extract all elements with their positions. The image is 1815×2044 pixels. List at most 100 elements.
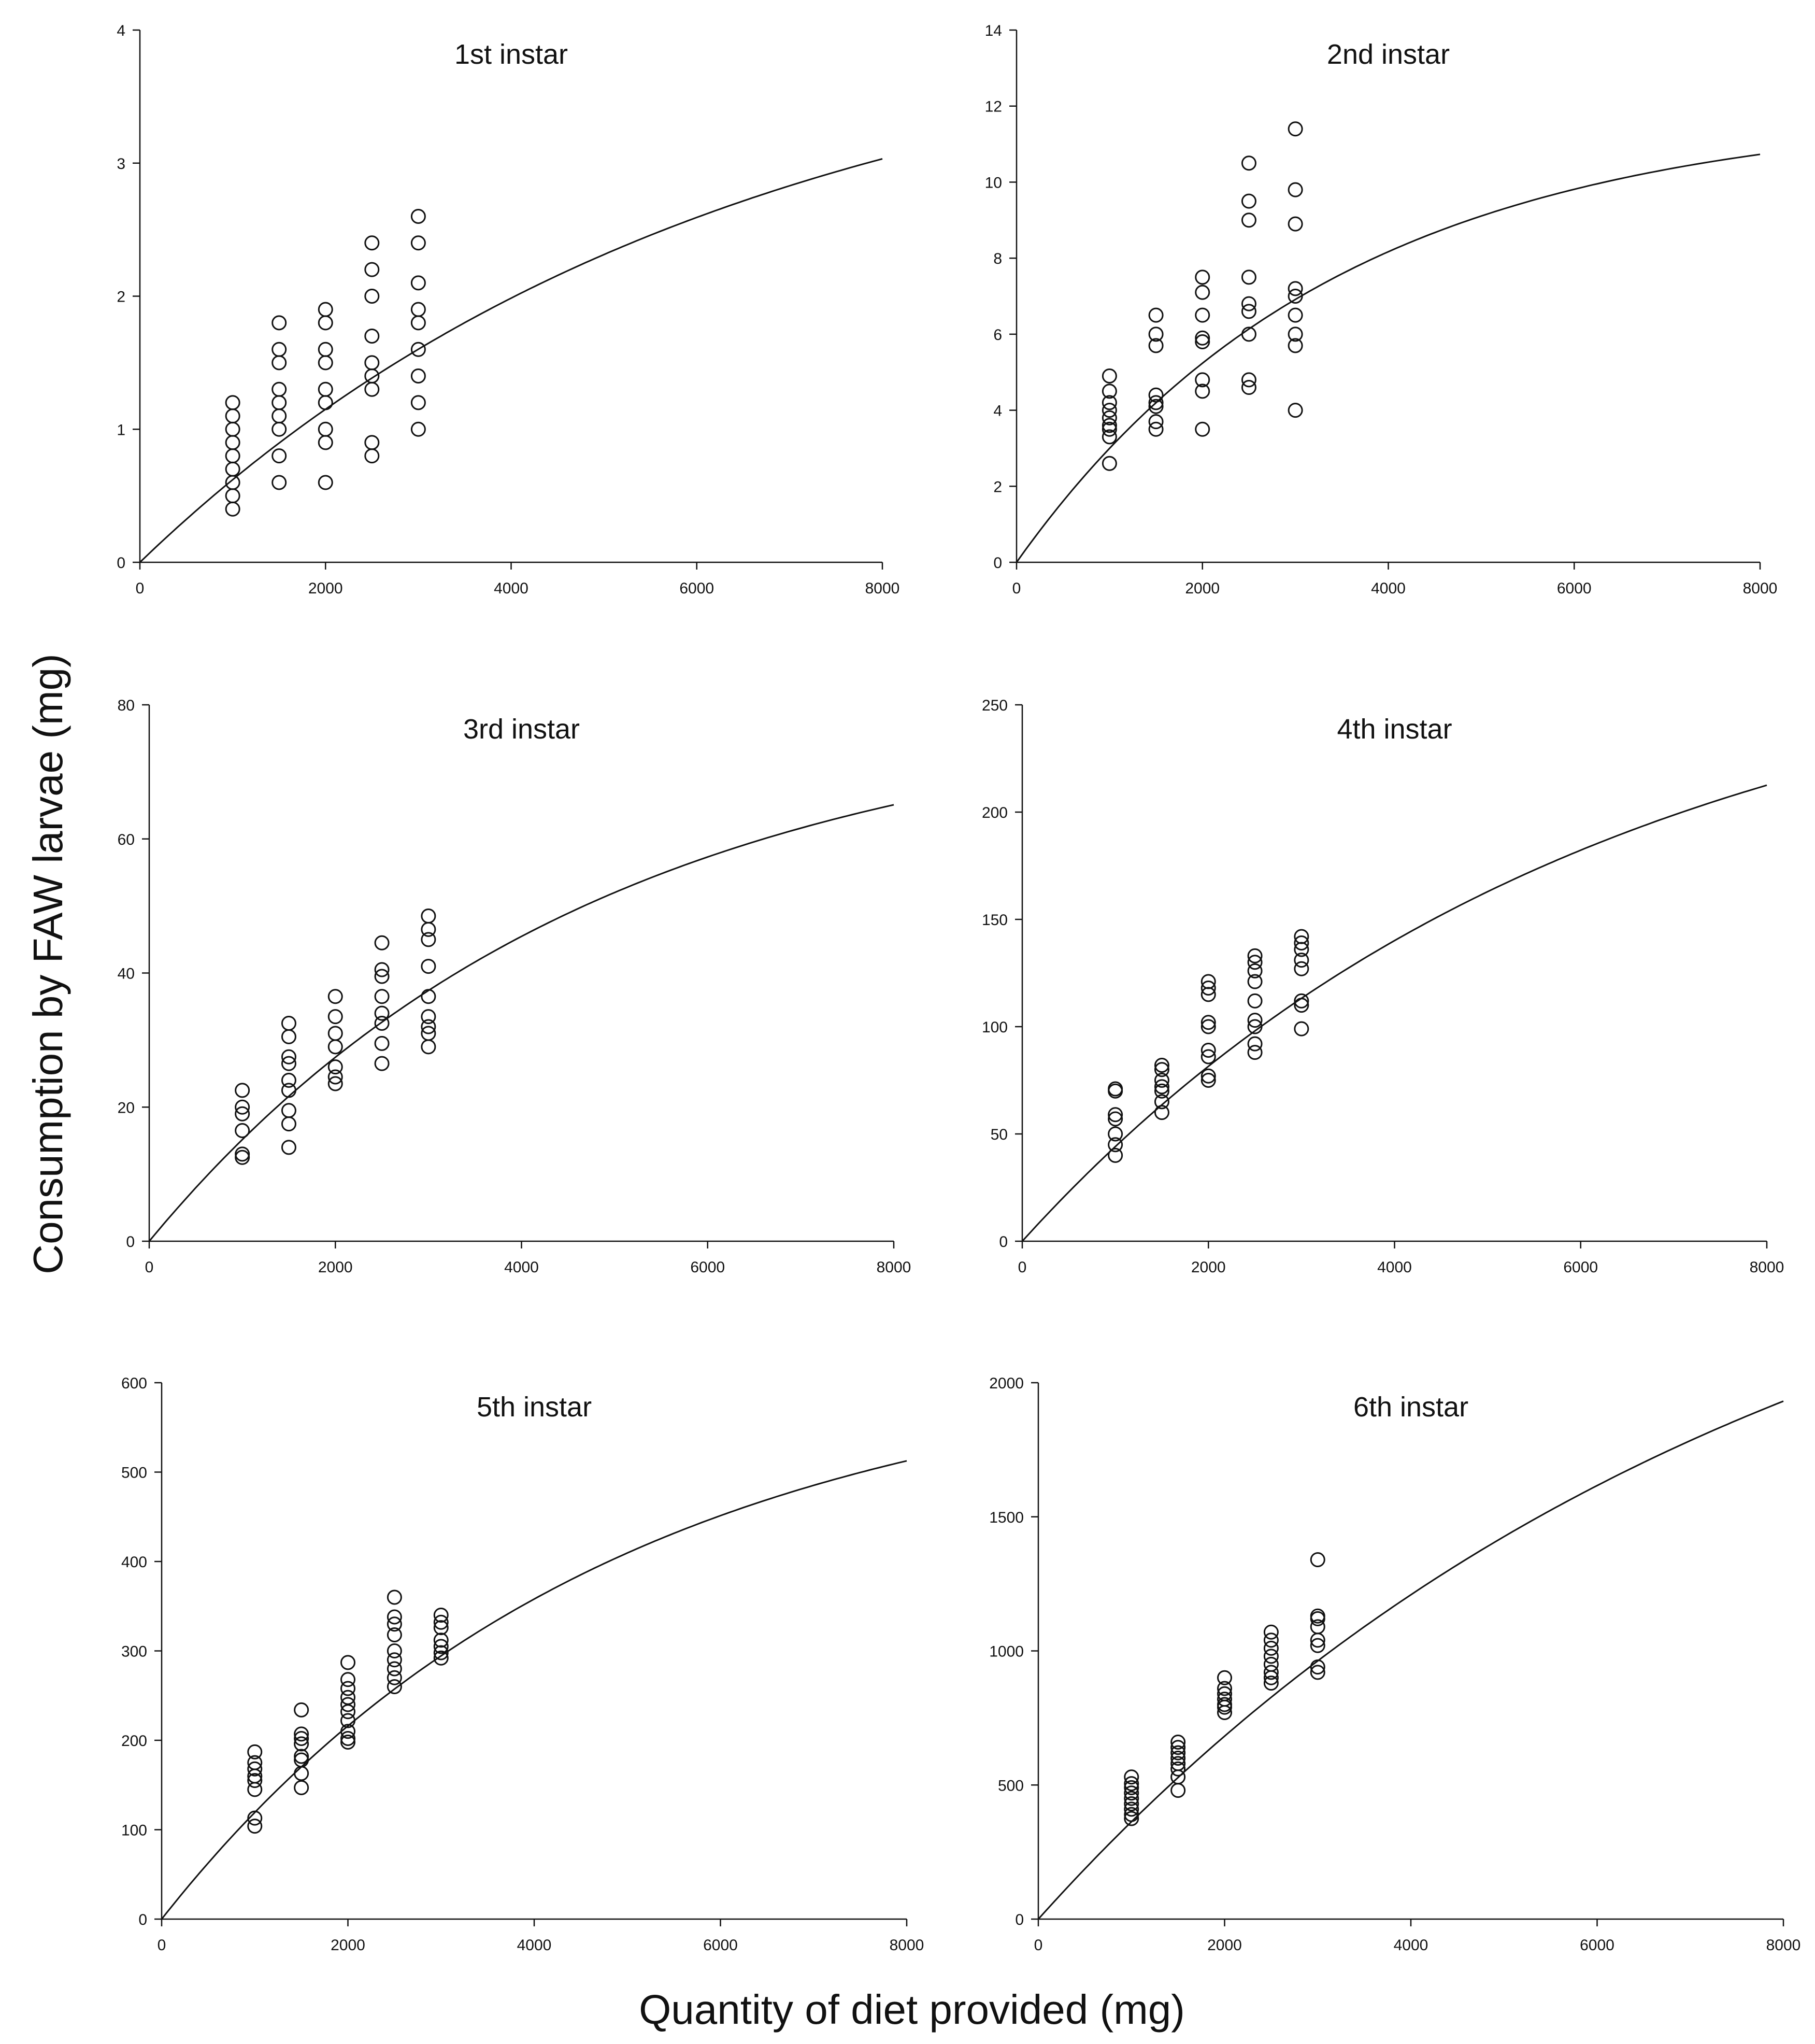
data-point bbox=[340, 1655, 355, 1670]
data-point bbox=[281, 1140, 296, 1155]
data-point bbox=[247, 1819, 263, 1834]
data-point bbox=[387, 1670, 402, 1685]
y-tick-label: 0 bbox=[993, 555, 1002, 572]
data-point bbox=[421, 989, 436, 1004]
y-tick-label: 1 bbox=[117, 421, 125, 438]
data-point bbox=[235, 1123, 250, 1139]
data-point bbox=[1247, 1013, 1263, 1028]
x-tick-label: 8000 bbox=[877, 1259, 911, 1276]
x-tick-label: 2000 bbox=[1185, 580, 1220, 597]
data-point bbox=[1102, 418, 1117, 433]
data-point bbox=[1201, 1049, 1216, 1064]
data-point bbox=[1263, 1656, 1279, 1672]
data-point bbox=[1154, 1083, 1169, 1099]
data-point bbox=[1247, 1036, 1263, 1052]
data-point bbox=[318, 421, 333, 437]
y-tick-label: 100 bbox=[121, 1822, 147, 1839]
data-point bbox=[1148, 395, 1164, 410]
data-point bbox=[410, 235, 426, 251]
data-point bbox=[364, 448, 380, 464]
data-point bbox=[1195, 372, 1210, 388]
data-point bbox=[318, 315, 333, 331]
data-point bbox=[247, 1810, 263, 1826]
y-tick-label: 0 bbox=[126, 1233, 135, 1251]
data-point bbox=[1102, 421, 1117, 437]
data-point bbox=[1247, 963, 1263, 978]
data-point bbox=[433, 1633, 449, 1648]
data-point bbox=[1288, 327, 1303, 342]
data-point bbox=[1108, 1107, 1123, 1123]
data-point bbox=[1217, 1681, 1232, 1696]
y-tick-label: 400 bbox=[121, 1554, 147, 1571]
data-point bbox=[271, 315, 287, 331]
y-tick-label: 500 bbox=[121, 1465, 147, 1482]
x-tick-label: 8000 bbox=[1743, 580, 1778, 597]
panel-title: 5th instar bbox=[477, 1392, 592, 1423]
y-tick-label: 60 bbox=[118, 831, 135, 848]
data-point bbox=[1263, 1649, 1279, 1664]
data-point bbox=[281, 1083, 296, 1098]
x-axis-title: Quantity of diet provided (mg) bbox=[639, 1986, 1185, 2033]
x-tick-label: 8000 bbox=[1750, 1259, 1784, 1276]
y-tick-label: 50 bbox=[991, 1126, 1008, 1143]
data-point bbox=[387, 1609, 402, 1625]
x-tick-label: 0 bbox=[1018, 1259, 1027, 1276]
data-point bbox=[1148, 338, 1164, 353]
data-point bbox=[1124, 1811, 1139, 1826]
data-point bbox=[235, 1146, 250, 1162]
data-point bbox=[1288, 121, 1303, 137]
y-tick-label: 8 bbox=[993, 250, 1002, 267]
data-point bbox=[374, 989, 390, 1004]
data-point bbox=[225, 488, 240, 504]
data-point bbox=[1108, 1111, 1123, 1127]
y-tick-label: 14 bbox=[985, 22, 1002, 39]
data-point bbox=[410, 208, 426, 224]
data-point bbox=[235, 1083, 250, 1098]
data-point bbox=[1148, 421, 1164, 437]
data-point bbox=[340, 1697, 355, 1712]
data-point bbox=[1201, 980, 1216, 996]
data-point bbox=[1201, 1015, 1216, 1030]
data-point bbox=[225, 461, 240, 477]
data-point bbox=[294, 1726, 309, 1742]
data-point bbox=[1241, 327, 1256, 342]
data-point bbox=[235, 1099, 250, 1115]
data-point bbox=[1310, 1552, 1325, 1568]
panel-title: 6th instar bbox=[1353, 1392, 1468, 1423]
data-point bbox=[374, 969, 390, 984]
x-tick-label: 8000 bbox=[865, 580, 900, 597]
y-axis-title: Consumption by FAW larvae (mg) bbox=[25, 654, 71, 1274]
data-point bbox=[374, 1016, 390, 1031]
data-point bbox=[1247, 955, 1263, 970]
data-point bbox=[421, 1039, 436, 1055]
data-point bbox=[410, 275, 426, 291]
data-point bbox=[318, 302, 333, 317]
data-point bbox=[364, 289, 380, 304]
panel-title: 1st instar bbox=[454, 39, 568, 70]
data-point bbox=[1241, 212, 1256, 228]
data-point bbox=[1217, 1705, 1232, 1721]
y-tick-label: 200 bbox=[121, 1733, 147, 1750]
data-point bbox=[387, 1589, 402, 1605]
data-point bbox=[433, 1608, 449, 1623]
data-point bbox=[387, 1652, 402, 1668]
data-point bbox=[294, 1752, 309, 1768]
y-tick-label: 2 bbox=[993, 478, 1002, 495]
y-tick-label: 12 bbox=[985, 98, 1002, 116]
y-tick-label: 250 bbox=[982, 697, 1008, 714]
data-point bbox=[1102, 403, 1117, 418]
data-point bbox=[281, 1073, 296, 1088]
data-point bbox=[225, 421, 240, 437]
y-tick-label: 3 bbox=[117, 155, 125, 173]
data-point bbox=[1170, 1734, 1186, 1750]
data-point bbox=[1154, 1062, 1169, 1077]
y-tick-label: 10 bbox=[985, 174, 1002, 191]
data-point bbox=[364, 435, 380, 450]
data-point bbox=[1124, 1785, 1139, 1801]
data-point bbox=[1102, 384, 1117, 399]
data-point bbox=[1148, 399, 1164, 414]
data-point bbox=[1201, 1068, 1216, 1084]
x-tick-label: 4000 bbox=[494, 580, 528, 597]
y-tick-label: 200 bbox=[982, 804, 1008, 821]
data-point bbox=[1241, 193, 1256, 209]
